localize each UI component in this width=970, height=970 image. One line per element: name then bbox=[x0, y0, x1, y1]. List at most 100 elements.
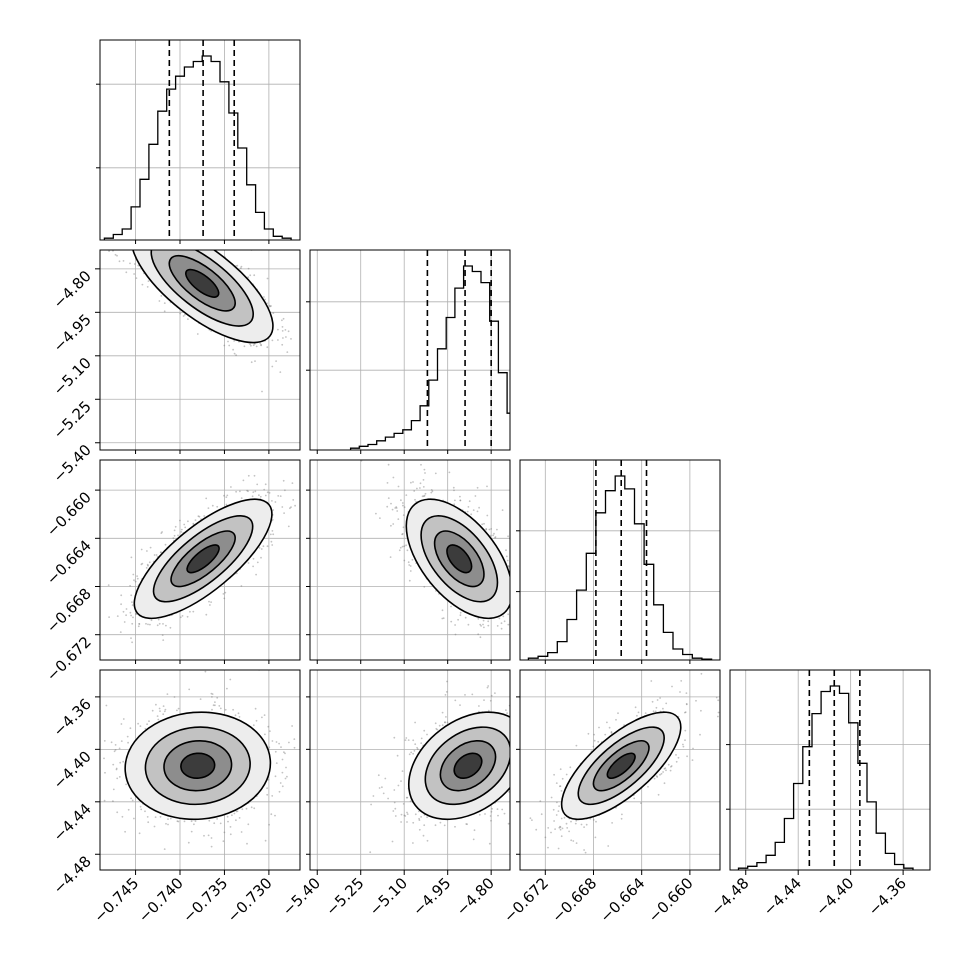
sample-point bbox=[167, 227, 169, 229]
sample-point bbox=[114, 749, 117, 751]
sample-point bbox=[507, 535, 509, 538]
sample-point bbox=[262, 545, 265, 548]
sample-point bbox=[511, 583, 513, 585]
sample-point bbox=[113, 226, 115, 228]
sample-point bbox=[280, 746, 282, 748]
sample-point bbox=[488, 842, 491, 845]
sample-point bbox=[387, 463, 390, 466]
sample-point bbox=[378, 787, 381, 789]
sample-point bbox=[124, 227, 126, 229]
sample-point bbox=[137, 236, 139, 238]
sample-point bbox=[513, 588, 515, 590]
sample-point bbox=[269, 730, 271, 732]
sample-point bbox=[119, 225, 121, 227]
sample-point bbox=[124, 830, 126, 833]
sample-point bbox=[252, 491, 255, 493]
sample-point bbox=[133, 817, 135, 820]
sample-point bbox=[226, 494, 229, 497]
sample-point bbox=[442, 617, 445, 620]
sample-point bbox=[191, 247, 193, 249]
sample-point bbox=[291, 725, 293, 727]
sample-point bbox=[140, 548, 143, 551]
histogram-step bbox=[349, 265, 510, 450]
sample-point bbox=[227, 820, 229, 823]
sample-point bbox=[158, 300, 161, 302]
sample-point bbox=[247, 276, 250, 279]
sample-point bbox=[216, 505, 219, 508]
sample-point bbox=[525, 727, 527, 729]
sample-point bbox=[158, 707, 161, 710]
sample-point bbox=[277, 339, 279, 341]
sample-point bbox=[515, 579, 517, 581]
sample-point bbox=[514, 585, 516, 587]
sample-point bbox=[254, 707, 257, 710]
sample-point bbox=[108, 250, 110, 253]
sample-point bbox=[275, 452, 277, 454]
sample-point bbox=[194, 820, 197, 822]
sample-point bbox=[140, 808, 143, 811]
hist-bin bbox=[507, 413, 516, 450]
sample-point bbox=[125, 271, 128, 274]
hist-bin bbox=[498, 373, 507, 450]
sample-point bbox=[410, 751, 413, 754]
sample-point bbox=[531, 725, 533, 727]
sample-point bbox=[125, 783, 127, 786]
sample-point bbox=[169, 247, 171, 249]
sample-point bbox=[231, 814, 233, 817]
sample-point bbox=[453, 503, 456, 506]
sample-point bbox=[512, 607, 514, 609]
sample-point bbox=[156, 624, 159, 627]
density-content bbox=[87, 670, 300, 870]
sample-point bbox=[496, 528, 498, 531]
sample-point bbox=[150, 236, 152, 238]
histogram-frame bbox=[729, 669, 931, 871]
sample-point bbox=[117, 217, 119, 219]
sample-point bbox=[420, 463, 422, 466]
density-frame bbox=[99, 249, 301, 451]
sample-point bbox=[94, 746, 96, 748]
sample-point bbox=[266, 491, 269, 494]
sample-point bbox=[210, 837, 213, 839]
sample-point bbox=[390, 524, 392, 527]
hist-bin bbox=[140, 179, 149, 240]
sample-point bbox=[132, 616, 134, 619]
sample-point bbox=[522, 534, 524, 536]
sample-point bbox=[454, 633, 457, 636]
sample-point bbox=[230, 486, 232, 488]
sample-point bbox=[131, 237, 133, 239]
sample-point bbox=[222, 593, 225, 595]
sample-point bbox=[133, 245, 135, 247]
sample-point bbox=[186, 615, 189, 618]
sample-point bbox=[285, 336, 287, 338]
histogram-frame bbox=[309, 249, 511, 451]
sample-point bbox=[116, 777, 119, 780]
hist-bin bbox=[766, 855, 775, 870]
sample-point bbox=[488, 528, 491, 531]
sample-point bbox=[138, 245, 140, 247]
sample-point bbox=[147, 280, 150, 282]
sample-point bbox=[146, 563, 149, 566]
sample-point bbox=[168, 246, 170, 248]
sample-point bbox=[216, 696, 219, 699]
sample-point bbox=[208, 819, 211, 822]
sample-point bbox=[87, 803, 89, 805]
contour-line-0 bbox=[124, 711, 272, 821]
sample-point bbox=[161, 217, 163, 219]
sample-point bbox=[211, 696, 213, 698]
sample-point bbox=[177, 534, 179, 537]
sample-point bbox=[205, 613, 208, 616]
contour-line-1 bbox=[144, 726, 251, 806]
sample-point bbox=[431, 490, 434, 493]
sample-point bbox=[420, 742, 423, 745]
sample-point bbox=[400, 499, 402, 502]
hist-bin bbox=[784, 818, 793, 870]
sample-point bbox=[125, 608, 128, 610]
sample-point bbox=[502, 615, 505, 618]
sample-point bbox=[422, 479, 425, 481]
sample-point bbox=[372, 795, 375, 797]
sample-point bbox=[377, 774, 380, 777]
sample-point bbox=[281, 330, 284, 332]
sample-point bbox=[133, 263, 136, 265]
sample-point bbox=[160, 247, 162, 249]
sample-point bbox=[260, 548, 263, 550]
